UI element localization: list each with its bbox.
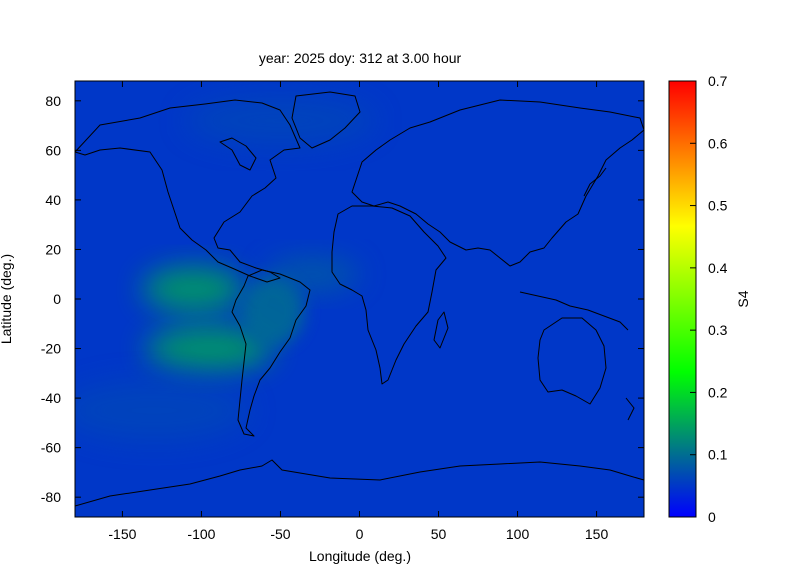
coastline-australia: [537, 317, 607, 405]
colorbar-ticks: 0 0.1 0.2 0.3 0.4 0.5 0.6 0.7: [690, 73, 728, 525]
coastline-antarctica: [75, 459, 644, 507]
coastline-hudson-bay: [219, 137, 257, 171]
coastline-japan: [583, 167, 607, 197]
colorbar-label: S4: [735, 290, 751, 307]
x-tick-label: -100: [187, 526, 215, 542]
coastline-europe-asia: [351, 99, 644, 267]
y-tick-label: -80: [41, 489, 61, 505]
coastline-north-america: [75, 99, 301, 283]
colorbar-tick-label: 0: [708, 509, 716, 525]
heatmap-blob: [142, 266, 245, 312]
x-tick-label: -50: [270, 526, 290, 542]
y-tick-label: 0: [53, 291, 61, 307]
y-tick-label: 80: [45, 93, 61, 109]
x-tick-label: 50: [431, 526, 447, 542]
x-axis-label: Longitude (deg.): [309, 548, 411, 564]
coastlines: [75, 91, 644, 507]
chart-title: year: 2025 doy: 312 at 3.00 hour: [259, 50, 462, 66]
colorbar-tick-label: 0.6: [708, 135, 728, 151]
colorbar-tick-label: 0.2: [708, 384, 728, 400]
coastline-africa: [331, 205, 447, 385]
colorbar-tick-label: 0.7: [708, 73, 728, 89]
y-tick-label: -40: [41, 390, 61, 406]
y-tick-label: 60: [45, 142, 61, 158]
y-axis-label: Latitude (deg.): [0, 254, 14, 344]
colorbar-tick-label: 0.3: [708, 322, 728, 338]
coastline-south-america: [231, 269, 311, 437]
coastline-new-zealand: [625, 397, 635, 421]
colorbar: [668, 80, 697, 518]
x-tick-label: 100: [506, 526, 530, 542]
x-tick-label: -150: [108, 526, 136, 542]
x-axis-ticks: -150 -100 -50 0 50 100 150: [108, 81, 608, 542]
heatmap-blob: [146, 326, 273, 371]
heatmap-features: [75, 95, 376, 441]
x-tick-label: 0: [356, 526, 364, 542]
colorbar-tick-label: 0.4: [708, 260, 728, 276]
x-tick-label: 150: [585, 526, 609, 542]
heatmap-blob: [75, 380, 249, 441]
coastline-indonesia: [519, 291, 629, 331]
y-tick-label: -20: [41, 341, 61, 357]
y-tick-label: -60: [41, 440, 61, 456]
y-axis-ticks: 80 60 40 20 0 -20 -40 -60 -80: [41, 93, 644, 505]
heatmap-blob: [264, 256, 360, 292]
coastline-greenland: [291, 91, 361, 149]
y-tick-label: 20: [45, 241, 61, 257]
y-tick-label: 40: [45, 192, 61, 208]
colorbar-tick-label: 0.5: [708, 198, 728, 214]
coastline-madagascar: [433, 311, 449, 349]
heatmap-blob: [185, 95, 376, 146]
colorbar-tick-label: 0.1: [708, 447, 728, 463]
plot-area: [75, 81, 644, 517]
heatmap-blob: [240, 276, 305, 347]
